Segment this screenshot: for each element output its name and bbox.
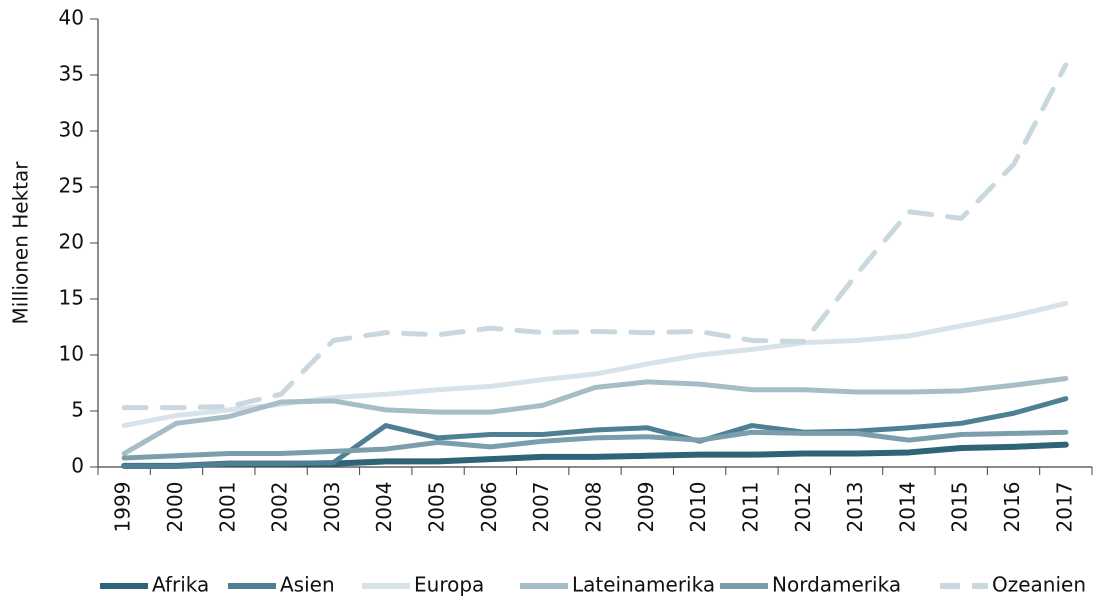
y-tick-label: 10 — [59, 342, 84, 366]
y-tick-label: 25 — [59, 174, 84, 198]
x-tick-label: 1999 — [111, 482, 135, 533]
series-line — [121, 396, 1069, 469]
x-tick-label: 2000 — [163, 482, 187, 533]
series-line — [121, 376, 1069, 457]
legend-label: Europa — [414, 573, 484, 597]
x-tick-label: 2016 — [1000, 482, 1024, 533]
legend-label: Nordamerika — [772, 573, 901, 597]
legend-label: Asien — [280, 573, 335, 597]
legend-label: Afrika — [152, 573, 209, 597]
y-tick-label: 0 — [71, 454, 84, 478]
x-tick-label: 2008 — [582, 482, 606, 533]
y-tick-label: 15 — [59, 286, 84, 310]
x-tick-label: 2001 — [215, 482, 239, 533]
x-tick-label: 2004 — [372, 482, 396, 533]
x-tick-label: 2012 — [791, 482, 815, 533]
legend-label: Lateinamerika — [572, 573, 715, 597]
y-tick-label: 35 — [59, 62, 84, 86]
x-tick-label: 2010 — [686, 482, 710, 533]
y-tick-label: 20 — [59, 230, 84, 254]
x-tick-label: 2009 — [634, 482, 658, 533]
x-tick-label: 2006 — [477, 482, 501, 533]
x-tick-label: 2003 — [320, 482, 344, 533]
series-line — [121, 429, 1069, 461]
x-tick-label: 2002 — [268, 482, 292, 533]
y-tick-label: 5 — [71, 398, 84, 422]
x-tick-label: 2014 — [895, 482, 919, 533]
x-tick-label: 2011 — [738, 482, 762, 533]
x-tick-label: 2017 — [1052, 482, 1076, 533]
y-tick-label: 40 — [59, 6, 84, 30]
y-axis-label: Millionen Hektar — [9, 161, 33, 325]
y-tick-label: 30 — [59, 118, 84, 142]
x-tick-label: 2013 — [843, 482, 867, 533]
series-line — [121, 62, 1069, 411]
x-tick-label: 2015 — [948, 482, 972, 533]
x-tick-label: 2005 — [425, 482, 449, 533]
x-tick-label: 2007 — [529, 482, 553, 533]
legend-label: Ozeanien — [992, 573, 1086, 597]
